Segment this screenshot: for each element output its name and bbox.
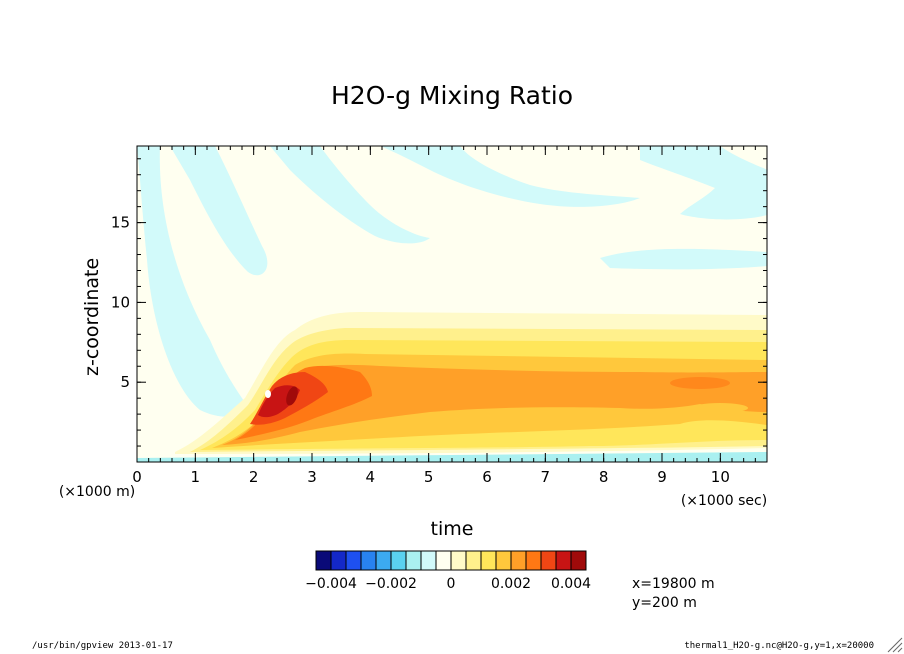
colorbar-swatch [555, 550, 572, 571]
layer-peak [286, 386, 298, 406]
x-tick-label: 9 [657, 468, 667, 486]
colorbar-tick-label: 0.002 [491, 576, 531, 592]
x-axis-units: (×1000 sec) [681, 493, 767, 509]
colorbar: −0.004 −0.002 0 0.002 0.004 [305, 550, 591, 592]
colorbar-swatch [570, 550, 587, 571]
negative-plume [137, 146, 250, 417]
x-tick-label: 7 [541, 468, 551, 486]
colorbar-swatch [450, 550, 467, 571]
colorbar-tick-label: −0.002 [365, 576, 417, 592]
colorbar-swatch [315, 550, 332, 571]
x-tick-label: 1 [191, 468, 201, 486]
x-tick-label: 0 [132, 468, 142, 486]
colorbar-swatch [465, 550, 482, 571]
colorbar-swatch [345, 550, 362, 571]
x-tick-label: 8 [599, 468, 609, 486]
y-tick-label: 15 [111, 214, 130, 232]
colorbar-swatch [525, 550, 542, 571]
chart-title: H2O-g Mixing Ratio [331, 81, 573, 110]
surface-negative [137, 452, 767, 462]
plot-area [136, 145, 768, 463]
colorbar-swatch [330, 550, 347, 571]
negative-plume [270, 146, 430, 244]
resize-grip-icon[interactable] [887, 637, 903, 653]
layer-002 [692, 403, 748, 413]
colorbar-swatch [435, 550, 452, 571]
colorbar-swatch [540, 550, 557, 571]
x-tick-label: 10 [711, 468, 730, 486]
footer-right: thermal1_H2O-g.nc@H2O-g,y=1,x=20000 [684, 641, 874, 651]
spot-min [265, 390, 271, 398]
colorbar-tick-label: 0.004 [551, 576, 591, 592]
colorbar-tick-label: −0.004 [305, 576, 357, 592]
colorbar-swatch [480, 550, 497, 571]
annotation-x: x=19800 m [632, 576, 715, 592]
footer-left: /usr/bin/gpview 2013-01-17 [32, 641, 173, 651]
colorbar-swatch [390, 550, 407, 571]
colorbar-swatch [420, 550, 437, 571]
x-tick-label: 6 [482, 468, 492, 486]
axes: 0 1 2 3 4 5 6 7 8 9 10 5 10 15 [111, 146, 768, 486]
colorbar-swatch [510, 550, 527, 571]
negative-plume [380, 146, 640, 207]
colorbar-swatch [495, 550, 512, 571]
annotation-y: y=200 m [632, 595, 697, 611]
x-tick-label: 5 [424, 468, 434, 486]
y-tick-label: 10 [111, 293, 130, 311]
x-tick-label: 4 [366, 468, 376, 486]
negative-plume [640, 146, 767, 220]
colorbar-swatch [405, 550, 422, 571]
negative-plume [170, 146, 268, 276]
x-axis-title: time [431, 518, 474, 540]
colorbar-tick-label: 0 [447, 576, 456, 592]
y-tick-label: 5 [120, 373, 130, 391]
x-tick-label: 2 [249, 468, 259, 486]
colorbar-swatch [360, 550, 377, 571]
y-axis-units: (×1000 m) [59, 484, 135, 500]
y-axis-title: z-coordinate [81, 258, 103, 376]
x-tick-label: 3 [307, 468, 317, 486]
negative-plume [600, 248, 767, 270]
layer-003 [670, 377, 730, 389]
colorbar-swatch [375, 550, 392, 571]
